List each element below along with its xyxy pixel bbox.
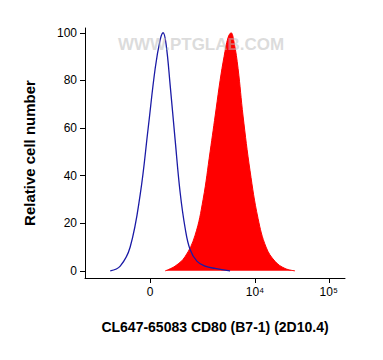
svg-text:0: 0 — [147, 285, 154, 299]
svg-text:CL647-65083 CD80 (B7-1) (2D10.: CL647-65083 CD80 (B7-1) (2D10.4) — [101, 319, 328, 335]
svg-text:0: 0 — [70, 264, 77, 278]
svg-text:20: 20 — [64, 216, 78, 230]
svg-text:Relative cell number: Relative cell number — [21, 80, 38, 226]
svg-text:100: 100 — [57, 26, 77, 40]
svg-text:40: 40 — [64, 169, 78, 183]
svg-text:10⁵: 10⁵ — [320, 285, 338, 299]
svg-text:80: 80 — [64, 73, 78, 87]
svg-text:60: 60 — [64, 121, 78, 135]
svg-text:WWW.PTGLAB.COM: WWW.PTGLAB.COM — [118, 35, 284, 54]
svg-text:10⁴: 10⁴ — [246, 285, 265, 299]
